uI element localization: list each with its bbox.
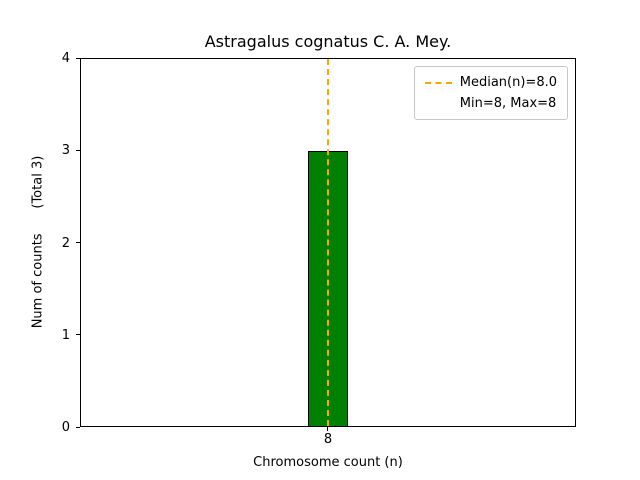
y-tick-label: 1 (61, 327, 70, 343)
legend-label-median: Median(n)=8.0 (459, 75, 557, 90)
y-tick-label: 2 (61, 235, 70, 251)
legend-dashed-line-sample (424, 81, 452, 84)
x-tick-label: 8 (323, 432, 333, 447)
y-tick-label: 0 (61, 420, 70, 435)
x-axis-label: Chromosome count (n) (253, 455, 403, 470)
legend-entry-median: Median(n)=8.0 (424, 75, 557, 90)
y-tick-mark (76, 242, 80, 243)
y-tick-mark (76, 334, 80, 336)
legend-blank-handle (425, 103, 452, 105)
y-axis-label: Num of counts (Total 3) (30, 155, 46, 329)
plot-area: Median(n)=8.0 Min=8, Max=8 (80, 58, 576, 427)
legend-entry-minmax: Min=8, Max=8 (425, 96, 557, 111)
legend: Median(n)=8.0 Min=8, Max=8 (413, 66, 568, 120)
y-tick-label: 3 (61, 143, 70, 159)
legend-label-minmax: Min=8, Max=8 (459, 96, 557, 111)
y-tick-mark (76, 149, 80, 151)
median-line (327, 59, 329, 426)
chart-title: Astragalus cognatus C. A. Mey. (204, 32, 452, 51)
y-tick-mark (76, 426, 80, 428)
y-tick-mark (76, 57, 80, 59)
x-tick-mark (327, 427, 328, 431)
y-axis-ticks: 0 1 2 3 4 (0, 52, 80, 434)
y-tick-label: 4 (61, 51, 70, 66)
